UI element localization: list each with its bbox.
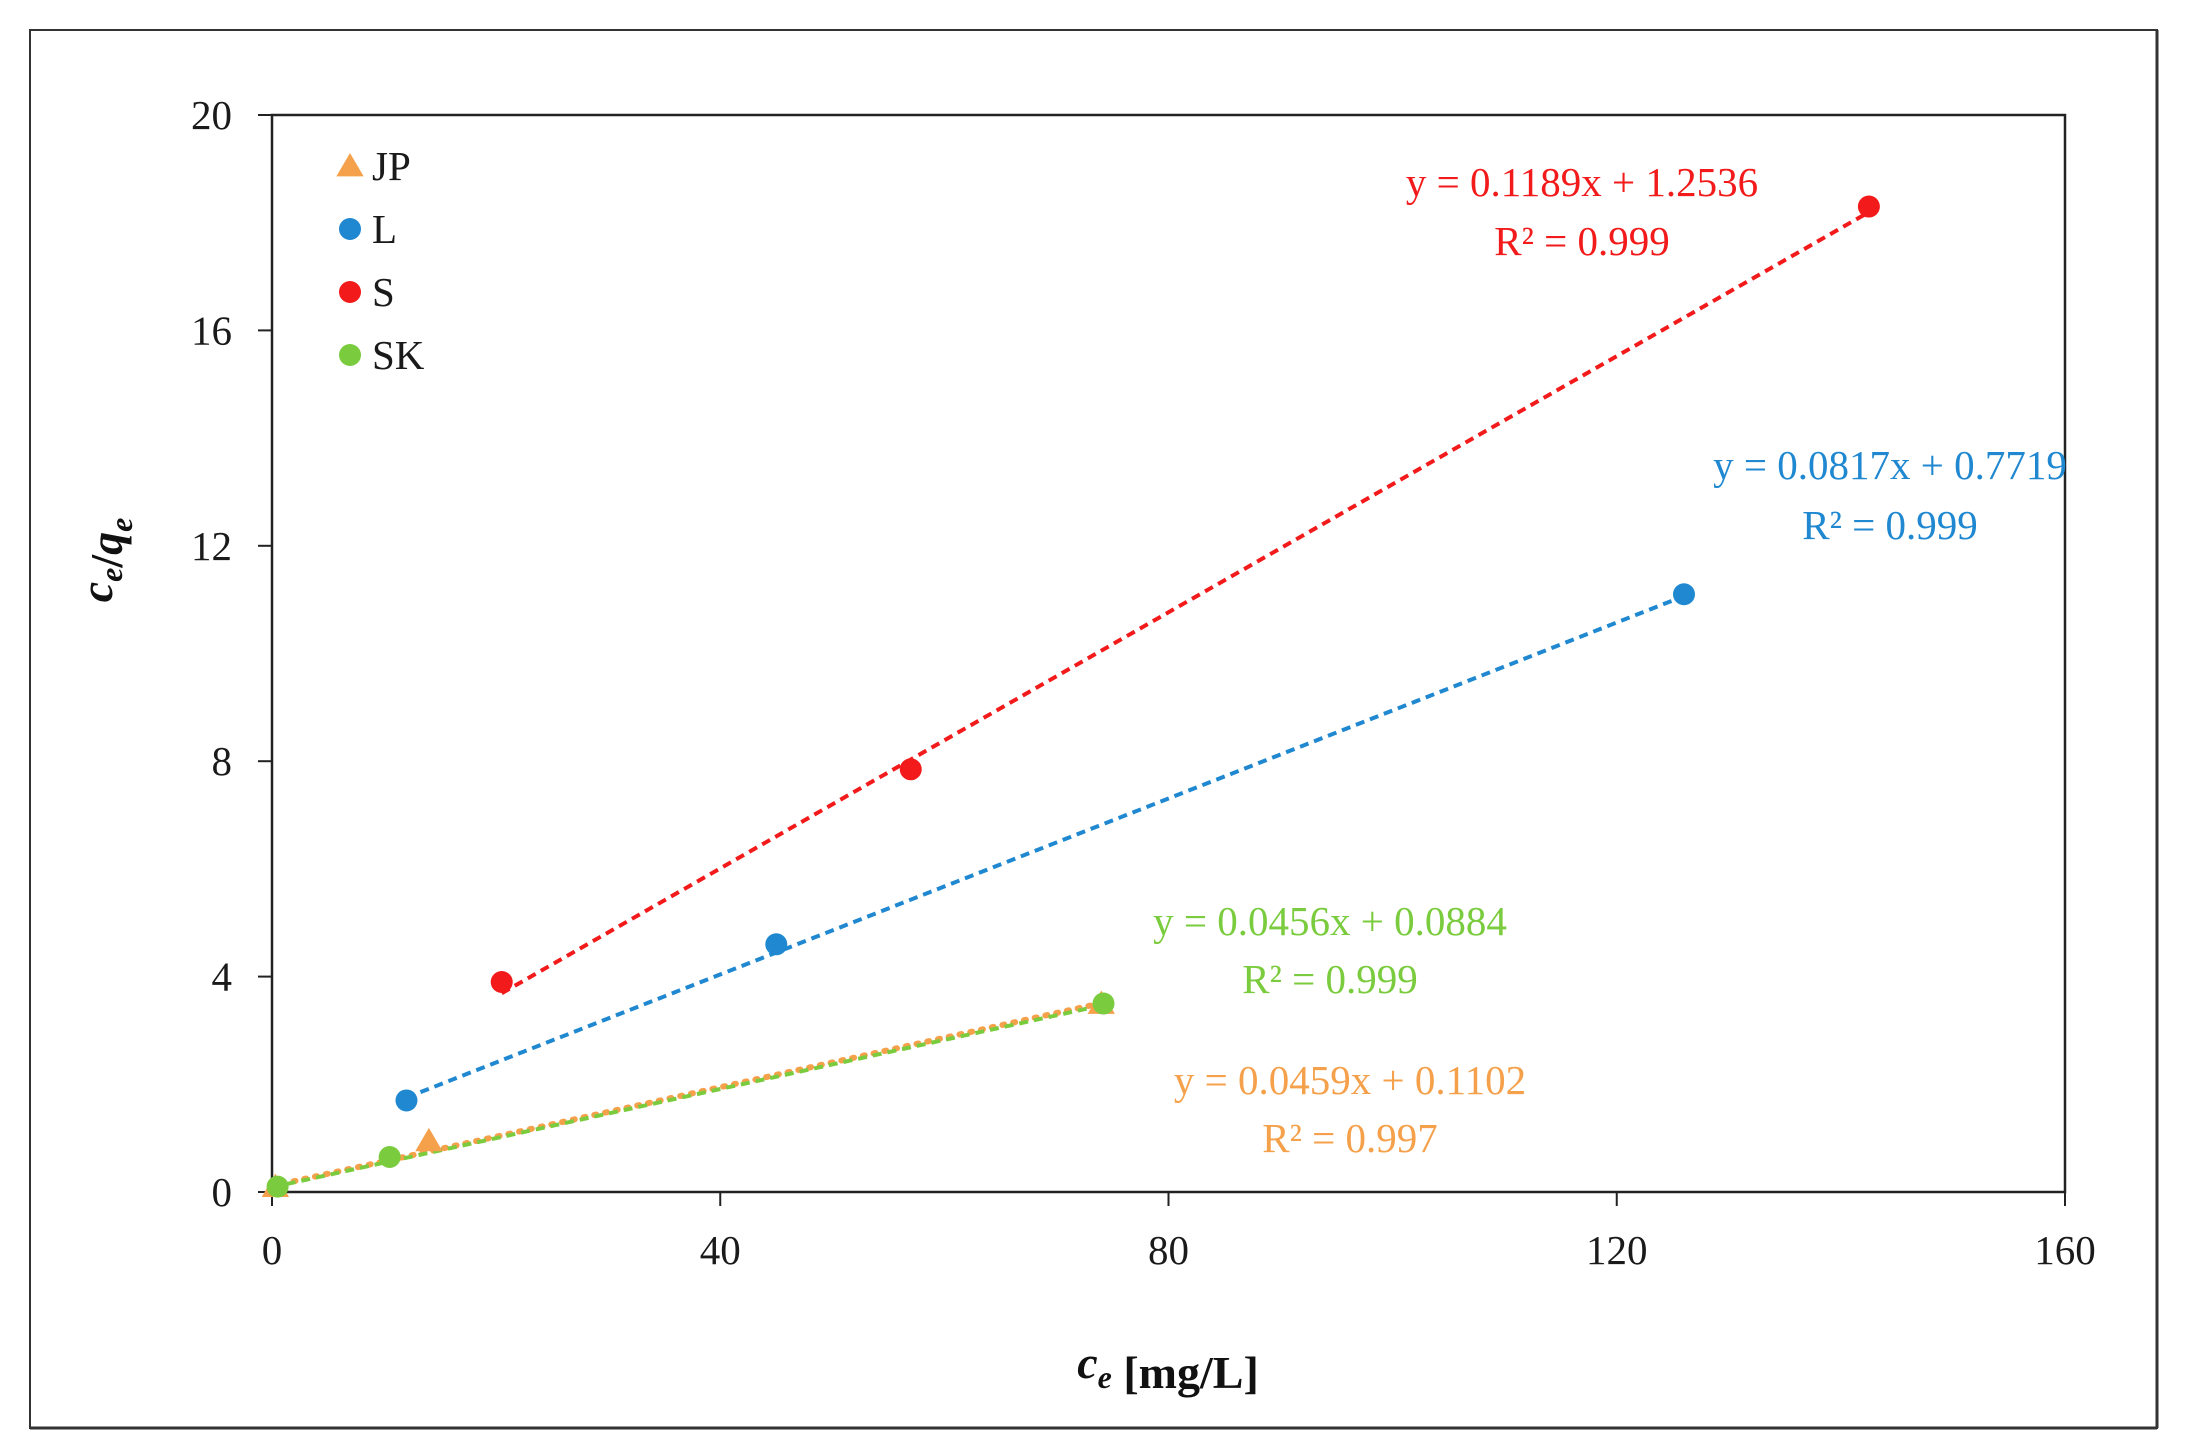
r-squared-sk: R² = 0.999 (1242, 956, 1418, 1002)
data-point-sk (378, 1145, 401, 1168)
trendline-l (405, 594, 1685, 1100)
x-axis-title: ce [mg/L] (1077, 1337, 1259, 1398)
legend-marker-jp (336, 153, 364, 177)
equation-sk: y = 0.0456x + 0.0884 (1153, 898, 1507, 944)
r-squared-jp: R² = 0.997 (1262, 1115, 1438, 1161)
y-tick-label: 16 (191, 307, 232, 353)
equation-jp: y = 0.0459x + 0.1102 (1174, 1057, 1526, 1103)
x-tick-label: 40 (700, 1227, 741, 1273)
data-point-s (1857, 195, 1880, 218)
y-axis-title: ce/qe (71, 518, 139, 603)
y-tick-label: 12 (191, 523, 232, 569)
r-squared-s: R² = 0.999 (1494, 218, 1670, 264)
data-point-sk (266, 1175, 289, 1198)
y-tick-label: 0 (212, 1169, 233, 1215)
data-point-s (490, 970, 513, 993)
legend-label-l: L (372, 206, 397, 252)
legend-marker-s (339, 281, 361, 303)
legend-marker-sk (339, 344, 361, 366)
data-point-l (395, 1089, 418, 1112)
r-squared-l: R² = 0.999 (1802, 502, 1978, 548)
data-point-s (899, 758, 922, 781)
legend: JP LS SK (336, 143, 425, 378)
legend-marker-l (339, 218, 361, 240)
equation-l: y = 0.0817x + 0.7719 (1713, 442, 2067, 488)
x-tick-label: 120 (1586, 1227, 1648, 1273)
data-point-sk (1092, 992, 1115, 1015)
y-tick-label: 20 (191, 92, 232, 138)
data-points (261, 195, 1880, 1198)
legend-label-s: S (372, 269, 395, 315)
figure-frame (29, 29, 2158, 1429)
x-tick-label: 80 (1148, 1227, 1189, 1273)
equation-annotations: y = 0.0459x + 0.1102 R² = 0.997 y = 0.0817… (1153, 159, 2067, 1161)
data-point-jp (415, 1127, 443, 1152)
trendlines (269, 210, 1870, 1190)
axis-ticks: 0 40 80 120 160 0 4 8 12 16 20 (191, 92, 2096, 1273)
equation-s: y = 0.1189x + 1.2536 (1406, 159, 1758, 205)
legend-label-jp: JP (372, 143, 411, 189)
x-tick-label: 160 (2034, 1227, 2096, 1273)
y-tick-label: 8 (212, 738, 233, 784)
x-tick-label: 0 (262, 1227, 283, 1273)
y-tick-label: 4 (212, 954, 233, 1000)
data-point-l (765, 933, 788, 956)
data-point-l (1672, 583, 1695, 606)
trendline-sk (271, 1003, 1104, 1190)
trendline-s (500, 210, 1870, 995)
legend-label-sk: SK (372, 332, 425, 378)
